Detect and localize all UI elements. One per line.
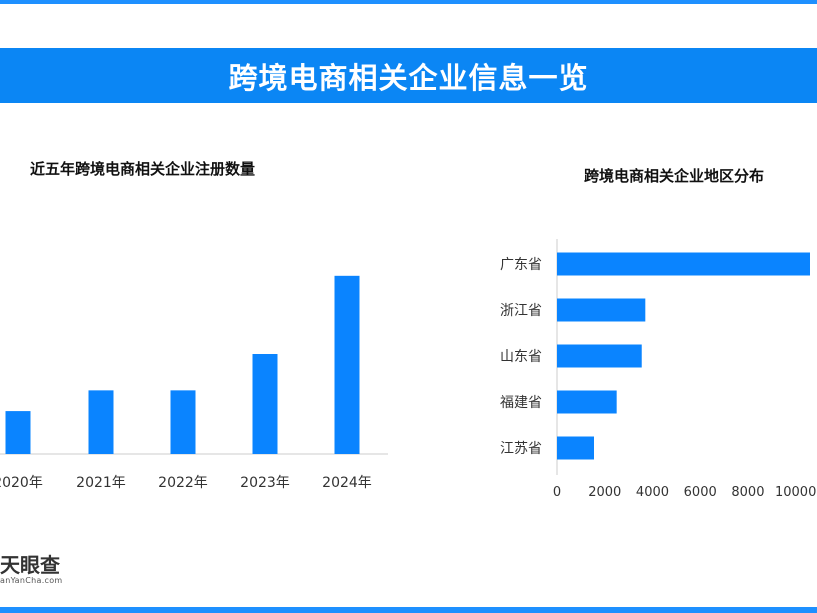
logo-text: 天眼查: [0, 553, 60, 577]
hbar-0: [557, 252, 810, 276]
registration-bar-chart: 2020年 2021年 2022年 2023年 2024年: [0, 275, 388, 491]
hbar-1: [557, 298, 646, 322]
top-accent-line: [0, 0, 817, 4]
bar-3: [252, 354, 278, 454]
x-tick-label-1: 2000: [588, 485, 621, 500]
x-tick-label-2: 4000: [636, 485, 669, 500]
bottom-accent-line: [0, 607, 817, 613]
y-tick-label-1: 浙江省: [500, 303, 542, 319]
tianyancha-logo: 天眼查 anYanCha.com: [0, 554, 63, 585]
bar-2: [170, 390, 196, 454]
bar-0: [5, 411, 31, 454]
x-tick-label-0: 0: [553, 485, 561, 500]
hbar-3: [557, 390, 617, 414]
y-tick-label-0: 广东省: [500, 257, 542, 273]
y-tick-label-4: 江苏省: [500, 441, 542, 457]
page-title: 跨境电商相关企业信息一览: [228, 60, 589, 95]
logo-subtext: anYanCha.com: [0, 576, 63, 585]
registration-chart-title: 近五年跨境电商相关企业注册数量: [30, 160, 256, 178]
page-banner: 跨境电商相关企业信息一览: [0, 48, 817, 103]
x-tick-label-1: 2021年: [76, 475, 126, 491]
x-tick-label-0: 2020年: [0, 475, 43, 491]
bar-1: [88, 390, 114, 454]
x-tick-label-4: 8000: [731, 485, 764, 500]
hbar-2: [557, 344, 642, 368]
region-chart-title: 跨境电商相关企业地区分布: [584, 167, 765, 185]
hbar-4: [557, 436, 594, 460]
x-tick-label-3: 2023年: [240, 475, 290, 491]
x-tick-label-3: 6000: [684, 485, 717, 500]
y-tick-label-3: 福建省: [500, 395, 542, 411]
y-tick-label-2: 山东省: [500, 349, 542, 365]
x-tick-label-4: 2024年: [322, 475, 372, 491]
bar-4: [334, 275, 360, 454]
x-tick-label-5: 10000: [775, 485, 816, 500]
x-tick-label-2: 2022年: [158, 475, 208, 491]
